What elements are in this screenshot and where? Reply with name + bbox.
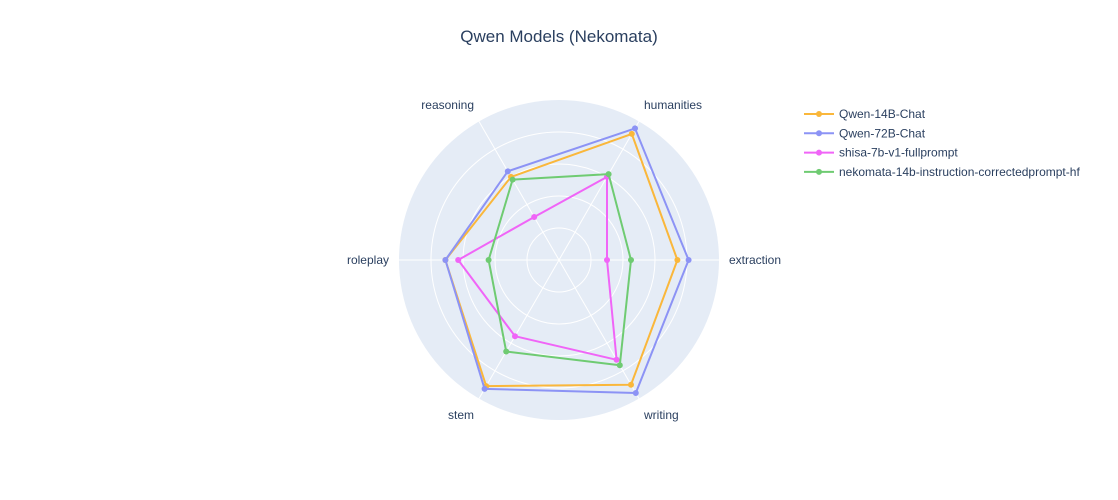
data-point-nekomata-14b-instruction-correctedprompt-hf-humanities bbox=[605, 171, 612, 178]
legend-label-shisa-7b-v1-fullprompt: shisa-7b-v1-fullprompt bbox=[839, 146, 958, 160]
data-point-nekomata-14b-instruction-correctedprompt-hf-roleplay bbox=[485, 257, 492, 263]
legend-item-shisa-7b-v1-fullprompt[interactable]: shisa-7b-v1-fullprompt bbox=[804, 146, 958, 160]
data-point-shisa-7b-v1-fullprompt-writing bbox=[613, 356, 620, 363]
data-point-qwen-72b-chat-writing bbox=[632, 390, 639, 397]
data-point-qwen-72b-chat-stem bbox=[481, 385, 488, 392]
data-point-qwen-72b-chat-extraction bbox=[685, 257, 692, 263]
axis-label-reasoning: reasoning bbox=[421, 98, 474, 112]
data-point-nekomata-14b-instruction-correctedprompt-hf-extraction bbox=[628, 257, 634, 263]
legend-marker-nekomata-14b-instruction-correctedprompt-hf bbox=[816, 168, 822, 175]
polar-plot-area: humanities extraction writing stem roleplay r… bbox=[347, 98, 781, 422]
legend[interactable]: Qwen-14B-Chat Qwen-72B-Chat shisa-7b-v1-fu… bbox=[804, 107, 1080, 179]
legend-marker-shisa-7b-v1-fullprompt bbox=[816, 149, 822, 156]
axis-label-roleplay: roleplay bbox=[347, 253, 389, 267]
spoke-humanities bbox=[558, 121, 640, 261]
legend-item-qwen-72b-chat[interactable]: Qwen-72B-Chat bbox=[804, 126, 926, 140]
series-shisa-7b-v1-fullprompt bbox=[455, 173, 620, 363]
data-point-shisa-7b-v1-fullprompt-extraction bbox=[604, 257, 610, 263]
axis-label-extraction: extraction bbox=[729, 253, 781, 267]
data-point-qwen-14b-chat-humanities bbox=[628, 130, 635, 137]
data-point-qwen-14b-chat-writing bbox=[628, 381, 634, 388]
axis-label-humanities: humanities bbox=[644, 98, 702, 112]
legend-item-nekomata-14b-instruction-correctedprompt-hf[interactable]: nekomata-14b-instruction-correctedprompt… bbox=[804, 165, 1080, 179]
data-point-qwen-14b-chat-extraction bbox=[674, 257, 681, 263]
spoke-stem bbox=[478, 259, 560, 399]
legend-marker-qwen-14b-chat bbox=[816, 111, 822, 117]
spoke-reasoning bbox=[478, 121, 560, 261]
data-point-qwen-72b-chat-reasoning bbox=[504, 168, 511, 175]
legend-label-nekomata-14b-instruction-correctedprompt-hf: nekomata-14b-instruction-correctedprompt… bbox=[839, 165, 1080, 179]
data-point-shisa-7b-v1-fullprompt-reasoning bbox=[531, 214, 538, 221]
spoke-writing bbox=[558, 259, 640, 399]
legend-item-qwen-14b-chat[interactable]: Qwen-14B-Chat bbox=[804, 107, 926, 121]
legend-label-qwen-14b-chat: Qwen-14B-Chat bbox=[839, 107, 926, 121]
axis-label-writing: writing bbox=[643, 408, 679, 422]
data-point-nekomata-14b-instruction-correctedprompt-hf-stem bbox=[503, 348, 510, 355]
data-point-nekomata-14b-instruction-correctedprompt-hf-writing bbox=[616, 362, 623, 369]
data-point-shisa-7b-v1-fullprompt-roleplay bbox=[455, 257, 462, 263]
data-point-shisa-7b-v1-fullprompt-stem bbox=[512, 333, 518, 340]
data-point-nekomata-14b-instruction-correctedprompt-hf-reasoning bbox=[509, 176, 516, 183]
series-qwen-72b-chat bbox=[442, 125, 692, 397]
chart-title: Qwen Models (Nekomata) bbox=[460, 27, 657, 46]
legend-label-qwen-72b-chat: Qwen-72B-Chat bbox=[839, 126, 926, 140]
series-nekomata-14b-instruction-correctedprompt-hf bbox=[485, 171, 634, 369]
data-point-qwen-72b-chat-roleplay bbox=[442, 257, 449, 263]
axis-label-stem: stem bbox=[448, 408, 474, 422]
data-point-qwen-72b-chat-humanities bbox=[632, 125, 638, 132]
legend-marker-qwen-72b-chat bbox=[816, 130, 822, 137]
